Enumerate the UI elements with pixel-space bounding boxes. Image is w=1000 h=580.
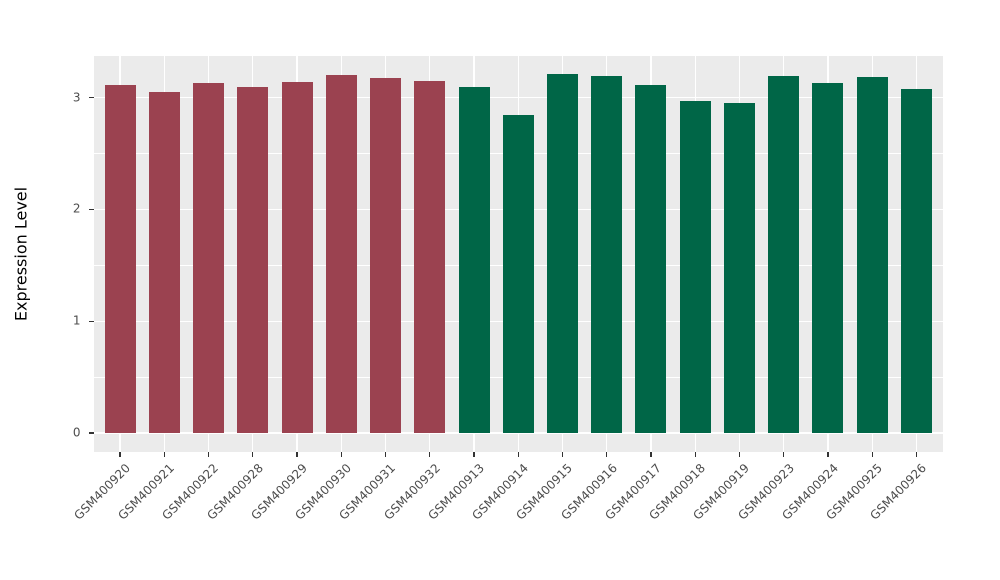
x-tick-mark — [252, 452, 254, 457]
y-tick-label: 3 — [72, 90, 81, 105]
x-tick-mark — [473, 452, 475, 457]
bar — [104, 85, 136, 433]
y-axis-title: Expression Level — [11, 186, 31, 322]
x-tick-mark — [561, 452, 564, 457]
x-tick-mark — [340, 452, 342, 457]
x-tick-mark — [429, 452, 431, 457]
bar — [768, 76, 800, 433]
bar — [502, 115, 534, 433]
x-tick-mark — [384, 452, 387, 457]
x-tick-mark — [163, 452, 165, 457]
y-tick-label: 2 — [72, 202, 81, 217]
bar — [635, 85, 667, 433]
bar — [723, 103, 755, 433]
bar — [414, 80, 446, 433]
bar — [591, 76, 623, 433]
y-tick-mark — [88, 320, 94, 322]
y-tick-mark — [88, 96, 94, 99]
bar — [370, 78, 402, 433]
x-tick-mark — [119, 452, 121, 457]
x-tick-mark — [296, 452, 298, 457]
bar — [237, 87, 269, 433]
bar — [193, 82, 225, 433]
x-tick-mark — [827, 452, 829, 457]
x-tick-mark — [694, 452, 696, 457]
bar — [458, 87, 490, 433]
x-tick-mark — [517, 452, 519, 457]
bar — [148, 91, 180, 433]
bar — [281, 81, 313, 433]
bar — [856, 77, 888, 433]
x-tick-mark — [650, 452, 652, 457]
x-tick-mark — [783, 452, 785, 457]
y-tick-mark — [88, 208, 94, 210]
y-tick-label: 0 — [72, 425, 81, 440]
bar — [812, 82, 844, 433]
y-tick-label: 1 — [72, 313, 81, 328]
bar — [900, 88, 932, 433]
bar — [325, 75, 357, 433]
bar — [679, 100, 711, 433]
y-tick-mark — [88, 432, 94, 434]
x-tick-mark — [738, 452, 741, 457]
x-tick-mark — [207, 452, 210, 457]
x-tick-mark — [871, 452, 873, 457]
x-tick-mark — [606, 452, 608, 457]
bar — [546, 74, 578, 433]
plot-panel — [93, 56, 943, 452]
x-tick-mark — [915, 452, 918, 457]
